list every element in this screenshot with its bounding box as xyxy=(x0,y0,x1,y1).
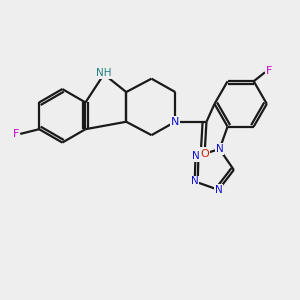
Text: N: N xyxy=(216,144,224,154)
Text: F: F xyxy=(13,129,19,139)
Text: N: N xyxy=(171,117,179,127)
Text: F: F xyxy=(266,67,273,76)
Text: O: O xyxy=(200,148,209,159)
Text: N: N xyxy=(192,151,199,161)
Text: N: N xyxy=(191,176,199,186)
Text: N: N xyxy=(214,185,222,195)
Text: NH: NH xyxy=(96,68,112,78)
